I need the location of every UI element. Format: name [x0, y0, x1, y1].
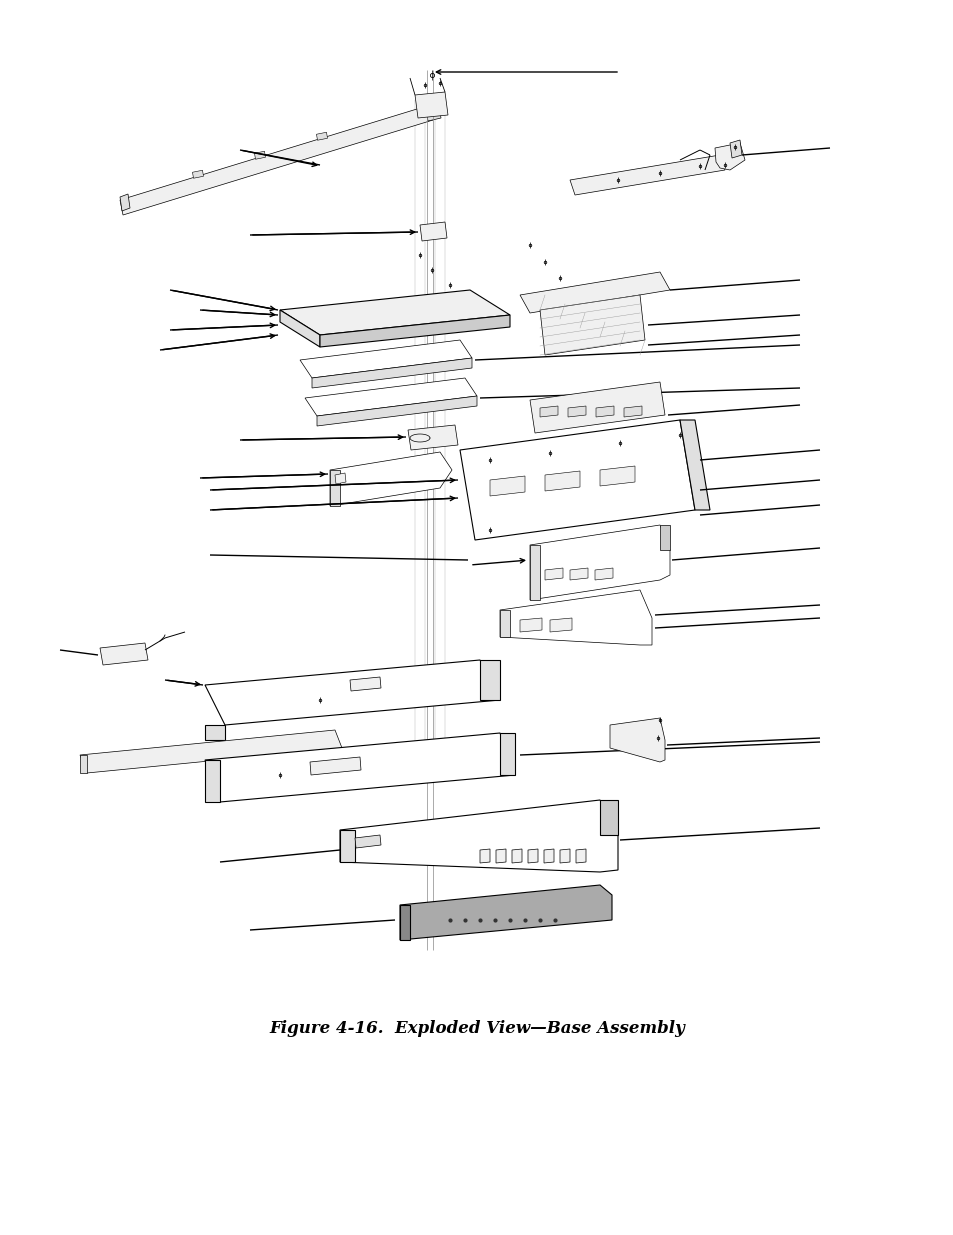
Polygon shape [659, 525, 669, 550]
Polygon shape [479, 659, 499, 700]
Polygon shape [80, 755, 87, 773]
Polygon shape [459, 420, 695, 540]
Polygon shape [305, 378, 476, 416]
Polygon shape [100, 643, 148, 664]
Polygon shape [120, 194, 130, 211]
Polygon shape [596, 406, 614, 417]
Polygon shape [205, 659, 499, 725]
Polygon shape [330, 452, 452, 506]
Polygon shape [316, 132, 327, 141]
Polygon shape [339, 830, 355, 862]
Polygon shape [530, 382, 664, 433]
Polygon shape [316, 396, 476, 426]
Polygon shape [530, 545, 539, 600]
Polygon shape [193, 170, 203, 178]
Polygon shape [530, 525, 669, 600]
Polygon shape [559, 848, 569, 863]
Polygon shape [319, 315, 510, 347]
Polygon shape [330, 471, 339, 506]
Polygon shape [408, 425, 457, 450]
Text: Figure 4-16.  Exploded View—Base Assembly: Figure 4-16. Exploded View—Base Assembly [269, 1020, 684, 1037]
Polygon shape [496, 848, 505, 863]
Polygon shape [544, 568, 562, 580]
Polygon shape [310, 757, 360, 776]
Polygon shape [576, 848, 585, 863]
Polygon shape [350, 677, 380, 692]
Polygon shape [519, 272, 669, 312]
Polygon shape [479, 848, 490, 863]
Polygon shape [339, 800, 618, 872]
Polygon shape [595, 568, 613, 580]
Polygon shape [527, 848, 537, 863]
Polygon shape [254, 151, 265, 159]
Polygon shape [539, 295, 644, 354]
Polygon shape [499, 590, 651, 645]
Polygon shape [519, 618, 541, 632]
Polygon shape [280, 310, 319, 347]
Polygon shape [399, 885, 612, 940]
Polygon shape [599, 466, 635, 487]
Polygon shape [609, 718, 664, 762]
Polygon shape [729, 140, 741, 158]
Polygon shape [312, 358, 472, 388]
Polygon shape [539, 406, 558, 417]
Polygon shape [569, 568, 587, 580]
Polygon shape [499, 610, 510, 637]
Polygon shape [499, 734, 515, 776]
Polygon shape [569, 156, 724, 195]
Polygon shape [567, 406, 585, 417]
Polygon shape [415, 91, 448, 119]
Polygon shape [490, 475, 524, 496]
Polygon shape [424, 101, 440, 121]
Polygon shape [205, 725, 225, 740]
Polygon shape [399, 905, 410, 940]
Polygon shape [623, 406, 641, 417]
Polygon shape [544, 471, 579, 492]
Polygon shape [299, 340, 472, 378]
Polygon shape [120, 105, 433, 215]
Polygon shape [355, 835, 380, 848]
Polygon shape [419, 222, 447, 241]
Polygon shape [335, 473, 346, 484]
Polygon shape [543, 848, 554, 863]
Polygon shape [280, 290, 510, 335]
Polygon shape [205, 760, 220, 802]
Polygon shape [205, 734, 515, 802]
Polygon shape [714, 143, 744, 170]
Polygon shape [512, 848, 521, 863]
Polygon shape [679, 420, 709, 510]
Polygon shape [599, 800, 618, 835]
Polygon shape [550, 618, 572, 632]
Polygon shape [80, 730, 341, 773]
